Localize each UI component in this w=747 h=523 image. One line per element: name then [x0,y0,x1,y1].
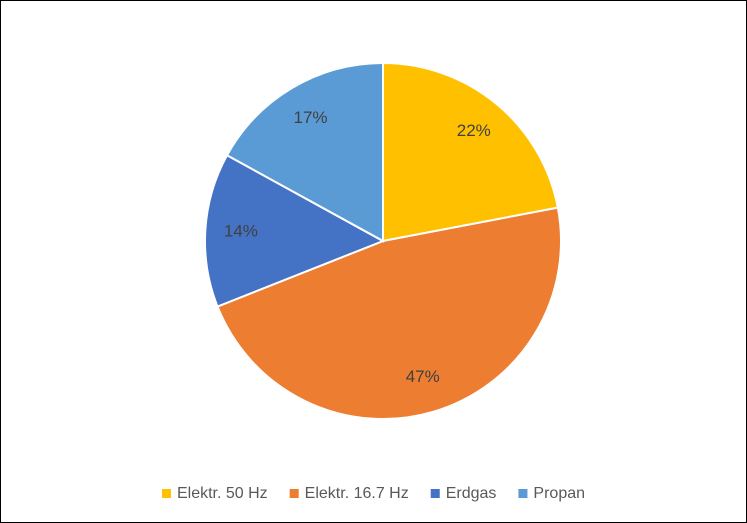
pie-slice [216,206,562,420]
legend-label: Erdgas [446,485,497,502]
data-label: 17% [293,108,327,127]
data-label: 22% [457,121,491,140]
pie-slice [382,61,560,243]
pie-slice [204,153,386,308]
legend-swatch [289,489,299,498]
legend-label: Elektr. 16.7 Hz [305,485,409,502]
data-label: 47% [406,367,440,386]
pie-slice [225,61,384,243]
legend-label: Propan [533,485,585,502]
data-label: 14% [224,222,258,241]
legend-swatch [161,489,171,498]
legend-swatch [430,489,440,498]
legend-swatch [518,489,528,498]
legend-label: Elektr. 50 Hz [177,485,268,502]
